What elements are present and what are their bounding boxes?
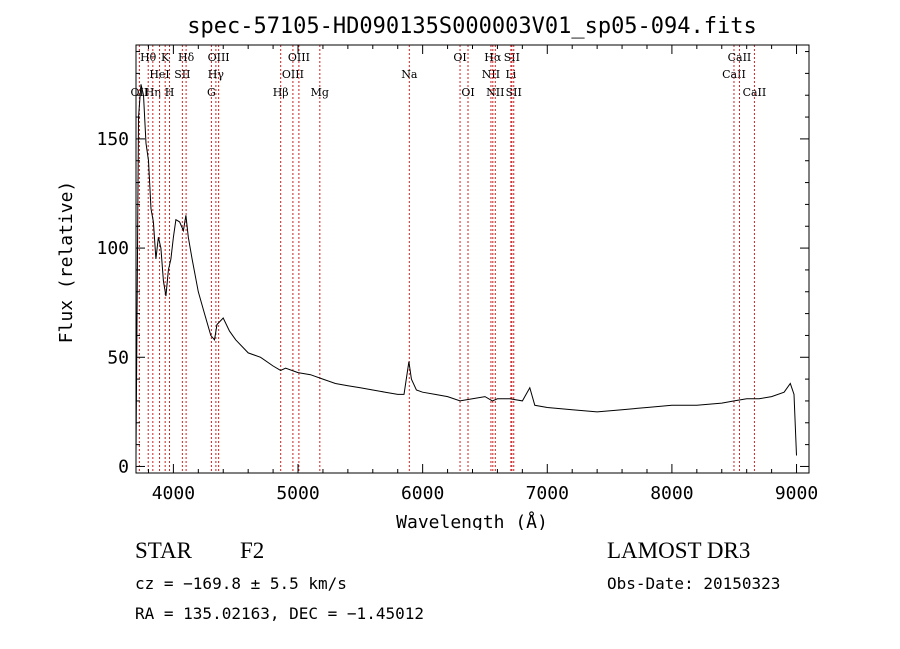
spectral-line-label: Li <box>505 68 516 81</box>
spectrum-line <box>135 84 797 456</box>
spectral-line-label: Hγ <box>208 68 225 81</box>
spectral-line-label: HeI <box>149 68 169 81</box>
spectral-line-label: Hα <box>484 51 502 64</box>
spectral-line-label: Mg <box>311 86 329 99</box>
y-tick-label: 50 <box>107 347 129 368</box>
y-axis-label: Flux (relative) <box>56 181 77 344</box>
spectral-line-label: NII <box>486 86 504 99</box>
spectral-line-label: H <box>165 86 175 99</box>
spectral-line-label: Hθ <box>140 51 157 64</box>
spectral-line-label: OI <box>453 51 466 64</box>
x-tick-label: 6000 <box>401 483 444 504</box>
spectral-line-label: CaII <box>722 68 746 81</box>
spectral-line-label: OIII <box>208 51 230 64</box>
spectral-line-label: K <box>161 51 170 64</box>
x-axis-label: Wavelength (Å) <box>396 511 548 530</box>
y-tick-label: 0 <box>118 456 129 477</box>
spectral-line-label: CaII <box>743 86 767 99</box>
chart-title: spec-57105-HD090135S000003V01_sp05-094.f… <box>187 14 757 39</box>
y-tick-label: 150 <box>96 129 129 150</box>
spectral-line-markers: OIIHθHηHeIKHSIIHδGHγOIIIHβOIIIOIIIMgNaOI… <box>131 45 767 473</box>
obs-date: Obs-Date: 20150323 <box>607 574 781 593</box>
x-tick-label: 7000 <box>526 483 569 504</box>
spectral-line-label: NII <box>482 68 500 81</box>
spectral-line-label: G <box>207 86 216 99</box>
spectral-line-label: SII <box>174 68 190 81</box>
object-class: STAR <box>135 538 192 563</box>
spectral-line-label: Na <box>401 68 418 81</box>
x-tick-label: 8000 <box>650 483 693 504</box>
coordinates: RA = 135.02163, DEC = −1.45012 <box>135 604 424 623</box>
spectral-line-label: CaII <box>728 51 752 64</box>
x-tick-label: 5000 <box>276 483 319 504</box>
x-tick-label: 4000 <box>152 483 195 504</box>
spectral-line-label: Hη <box>145 86 161 99</box>
y-tick-label: 100 <box>96 238 129 259</box>
plot-frame <box>135 44 810 474</box>
redshift-readout: cz = −169.8 ± 5.5 km/s <box>135 574 347 593</box>
spectral-line-label: Hδ <box>178 51 195 64</box>
x-tick-label: 9000 <box>775 483 818 504</box>
spectrum-chart: spec-57105-HD090135S000003V01_sp05-094.f… <box>56 14 818 530</box>
spectral-line-label: OIII <box>288 51 310 64</box>
axis-ticks: 4000 5000 6000 7000 8000 9000 0 50 100 150 <box>96 45 818 504</box>
survey-name: LAMOST DR3 <box>607 538 751 563</box>
spectral-line-label: Hβ <box>273 86 289 99</box>
spectral-line-label: OIII <box>282 68 304 81</box>
spectral-subclass: F2 <box>240 538 265 563</box>
spectral-line-label: SII <box>504 51 520 64</box>
spectral-line-label: SII <box>506 86 522 99</box>
spectral-line-label: OI <box>461 86 474 99</box>
